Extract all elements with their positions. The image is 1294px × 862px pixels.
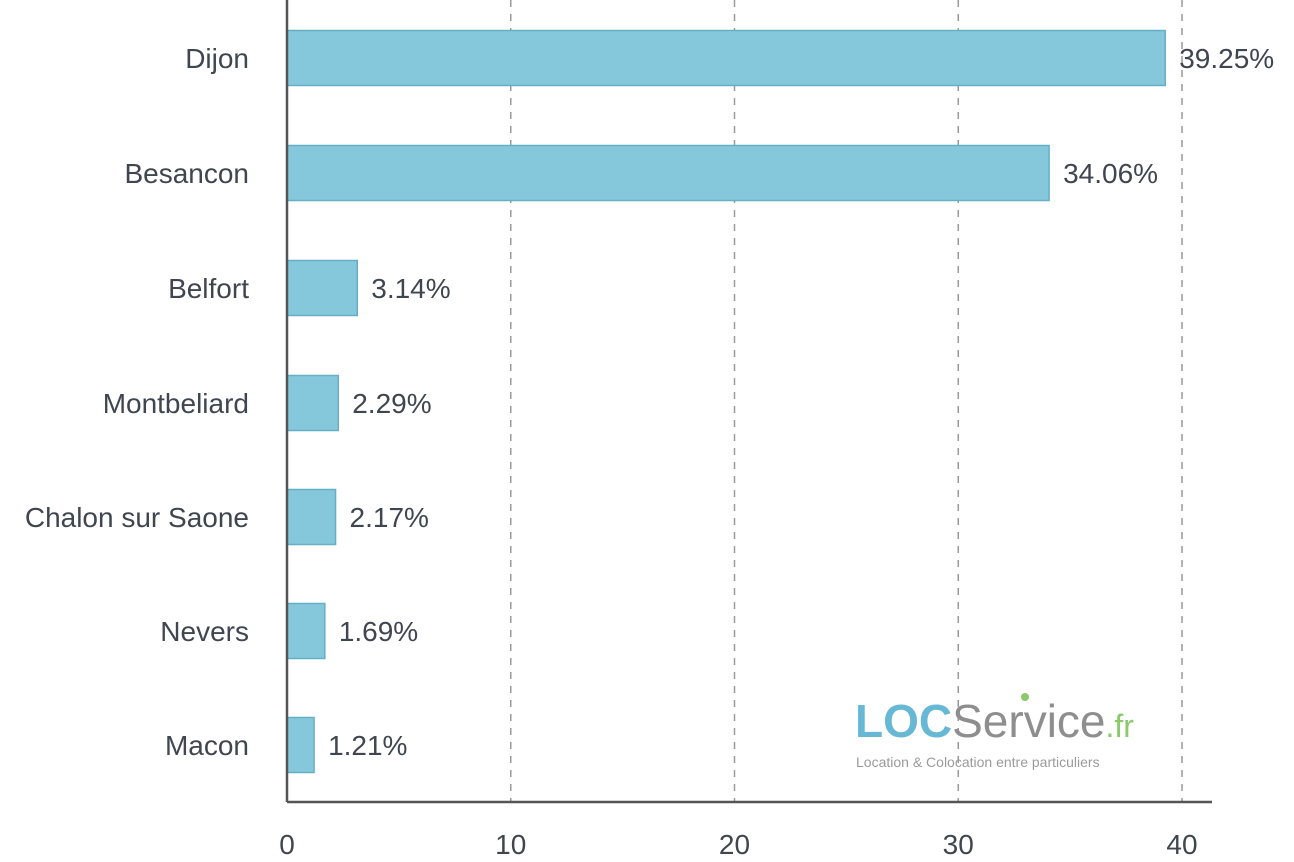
logo-dot-icon bbox=[1021, 693, 1029, 701]
category-label-1: Besancon bbox=[124, 158, 249, 189]
bar-montbeliard bbox=[286, 374, 339, 432]
category-label-2: Belfort bbox=[168, 273, 249, 304]
category-label-5: Nevers bbox=[160, 616, 249, 647]
logo-loc-word: LOC bbox=[855, 695, 952, 747]
bar-nevers bbox=[286, 602, 326, 660]
x-tick-label-1: 10 bbox=[495, 829, 526, 860]
grid-layer bbox=[510, 0, 1183, 802]
x-tick-label-4: 40 bbox=[1166, 829, 1197, 860]
x-tick-label-0: 0 bbox=[279, 829, 295, 860]
logo-fr-word: .fr bbox=[1106, 708, 1135, 744]
logo-loc-text: LOCService.fr bbox=[855, 695, 1134, 747]
category-label-0: Dijon bbox=[185, 43, 249, 74]
category-label-6: Macon bbox=[165, 730, 249, 761]
value-label-0: 39.25% bbox=[1179, 43, 1274, 74]
logo-tagline: Location & Colocation entre particuliers bbox=[856, 754, 1100, 770]
bar-chalon-sur-saone bbox=[286, 488, 337, 546]
value-label-3: 2.29% bbox=[352, 388, 431, 419]
label-layer: 0 10 20 30 40 Dijon 39.25% Besancon 34.06% Belfor… bbox=[25, 43, 1274, 860]
brand-logo: LOCService.fr Location & Colocation entr… bbox=[855, 693, 1134, 770]
x-tick-label-2: 20 bbox=[719, 829, 750, 860]
x-tick-label-3: 30 bbox=[943, 829, 974, 860]
bar-dijon bbox=[286, 29, 1166, 87]
category-label-4: Chalon sur Saone bbox=[25, 502, 249, 533]
value-label-2: 3.14% bbox=[371, 273, 450, 304]
bar-macon bbox=[286, 716, 315, 774]
logo-service-word: Service bbox=[952, 695, 1105, 747]
value-label-5: 1.69% bbox=[339, 616, 418, 647]
value-label-4: 2.17% bbox=[350, 502, 429, 533]
bar-besancon bbox=[286, 144, 1050, 202]
axis-layer bbox=[285, 0, 1212, 804]
category-label-3: Montbeliard bbox=[103, 388, 249, 419]
value-label-1: 34.06% bbox=[1063, 158, 1158, 189]
value-label-6: 1.21% bbox=[328, 730, 407, 761]
bar-layer bbox=[286, 29, 1166, 774]
bar-belfort bbox=[286, 259, 359, 317]
